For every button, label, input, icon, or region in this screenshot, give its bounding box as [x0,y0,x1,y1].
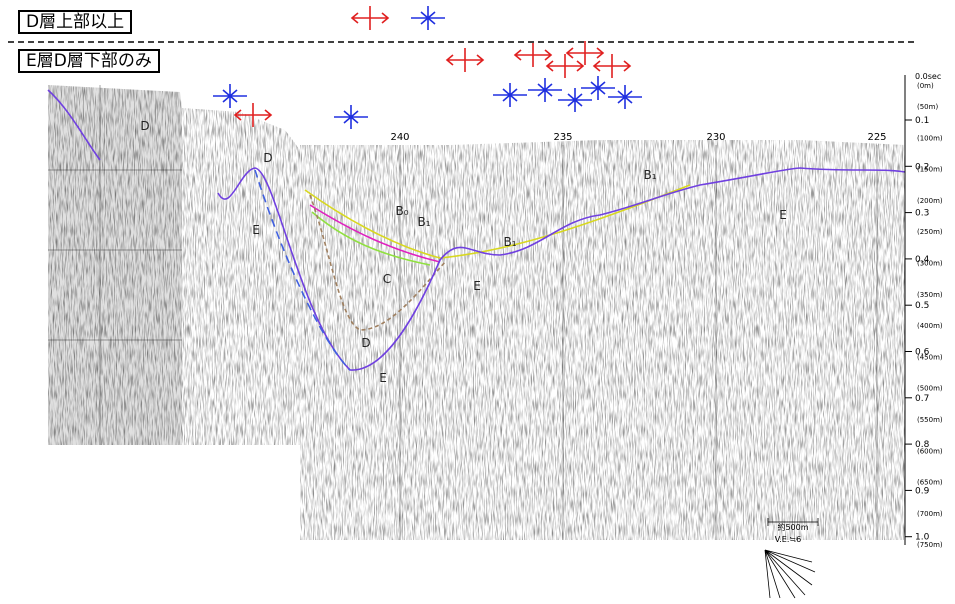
blue-marker [558,88,592,112]
layer-label: C [383,272,391,286]
red-marker [445,48,485,72]
layer-label: D [140,119,149,133]
depth-label: (700m) [917,510,943,518]
blue-marker [581,76,615,100]
time-label: 0.3 [915,209,929,219]
distance-label: 235 [553,132,572,143]
time-label: 0.8 [915,440,930,450]
layer-label: E [779,208,787,222]
depth-label: (750m) [917,541,943,549]
red-marker [592,54,632,78]
time-label: 0.4 [915,255,930,265]
blue-marker [213,84,247,108]
depth-label: (150m) [917,166,943,174]
depth-label: (100m) [917,134,943,142]
red-marker [233,103,273,127]
layer-label: E [379,371,387,385]
time-label: 0.9 [915,486,930,496]
ve-label: V.E.≒6 [775,535,801,544]
lower-label: E層D層下部のみ [18,49,160,73]
layer-label: D [361,336,370,350]
scale-label: 約500m [777,522,808,532]
scale-fan [764,518,819,599]
time-label: 0.0sec [915,72,941,81]
layer-label: D [263,151,272,165]
depth-label: (50m) [917,103,938,111]
time-label: 1.0 [915,533,930,543]
layer-label: B₁ [643,168,656,182]
blue-marker [528,78,562,102]
depth-label: (0m) [917,82,934,90]
distance-label: 240 [390,132,409,143]
blue-marker [493,83,527,107]
time-label: 0.1 [915,116,929,126]
layer-label: B₀ [395,204,408,218]
depth-label: (300m) [917,260,943,268]
horizons [47,89,906,371]
blue-marker [608,85,642,109]
depth-label: (450m) [917,353,943,361]
distance-label: 230 [706,132,725,143]
upper-label: D層上部以上 [18,10,133,34]
red-marker [565,41,605,65]
layer-label: B₁ [417,215,430,229]
time-label: 0.7 [915,394,929,404]
red-marker [350,6,390,30]
seismic-texture [48,85,905,540]
depth-label: (550m) [917,416,943,424]
time-label: 0.2 [915,162,929,172]
blue-marker [411,6,445,30]
depth-label: (600m) [917,447,943,455]
depth-label: (650m) [917,479,943,487]
blue-marker [334,105,368,129]
layer-label: B₁ [503,235,516,249]
red-marker [545,54,585,78]
red-marker [513,43,553,67]
layer-label: E [473,279,481,293]
depth-label: (200m) [917,197,943,205]
distance-label: 225 [867,132,886,143]
depth-label: (500m) [917,385,943,393]
layer-label: E [252,223,260,237]
depth-label: (400m) [917,322,943,330]
time-label: 0.5 [915,301,929,311]
time-label: 0.6 [915,348,930,358]
grid-lines [48,85,878,540]
markers [213,6,642,129]
depth-label: (250m) [917,228,943,236]
depth-label: (350m) [917,291,943,299]
